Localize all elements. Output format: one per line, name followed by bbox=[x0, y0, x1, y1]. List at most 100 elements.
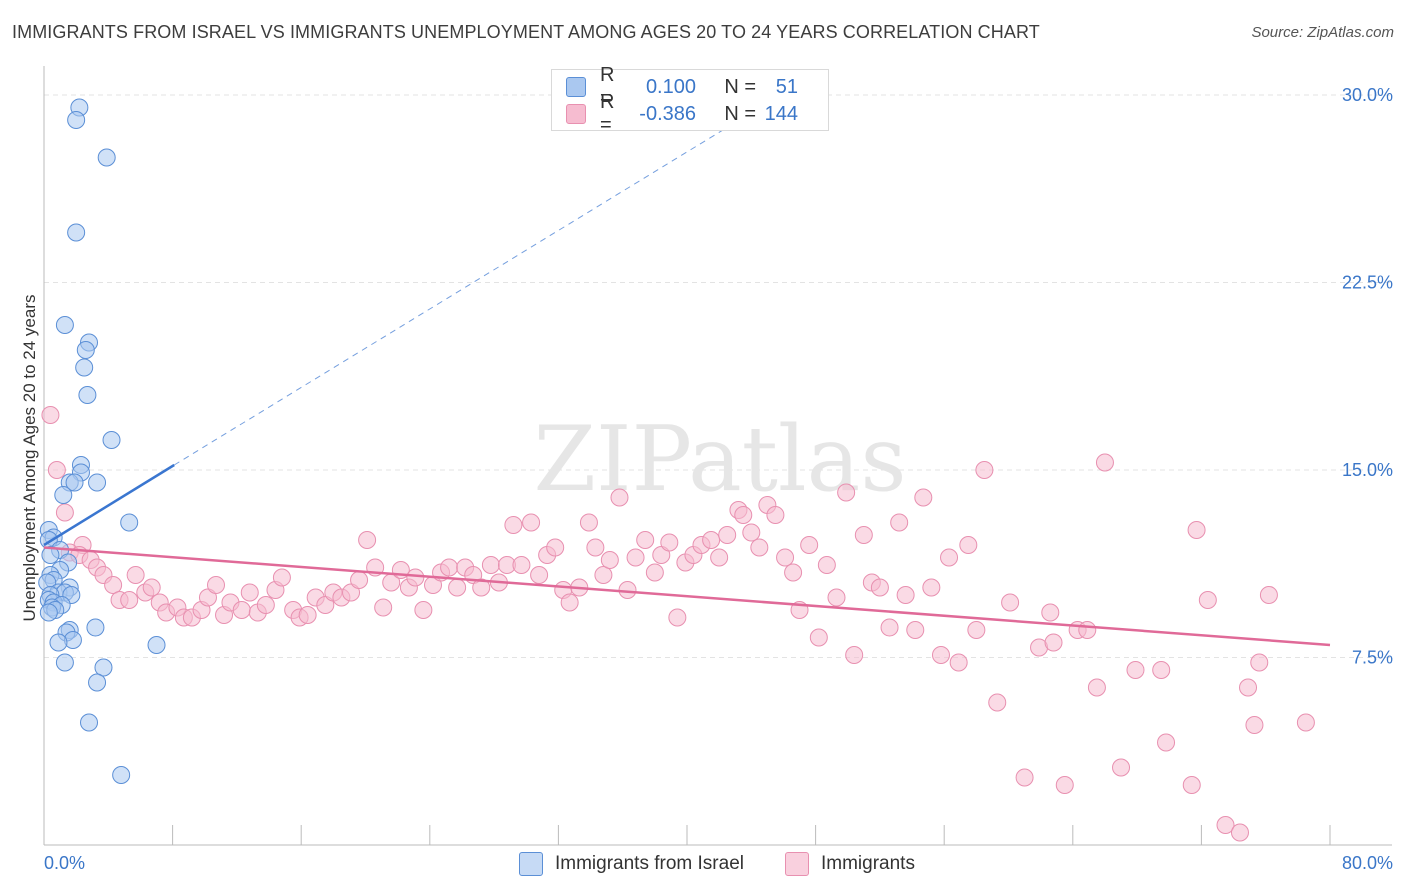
y-axis-label: Unemployment Among Ages 20 to 24 years bbox=[20, 294, 39, 622]
immigrants-point bbox=[827, 588, 846, 607]
n-value: 51 bbox=[775, 75, 798, 98]
immigrants-point bbox=[1087, 678, 1106, 697]
chart-title: IMMIGRANTS FROM ISRAEL VS IMMIGRANTS UNE… bbox=[12, 22, 1040, 42]
israel-point bbox=[49, 633, 68, 652]
immigrants-point bbox=[750, 538, 769, 557]
n-value: 144 bbox=[764, 102, 798, 125]
israel-point bbox=[120, 513, 139, 532]
immigrants-point bbox=[522, 513, 541, 532]
israel-point bbox=[147, 636, 166, 654]
immigrants-point bbox=[800, 536, 819, 554]
immigrants-point bbox=[374, 598, 393, 617]
immigrants-point bbox=[896, 586, 915, 604]
immigrants-point bbox=[1182, 776, 1201, 794]
immigrants-point bbox=[870, 578, 889, 597]
immigrants-point bbox=[914, 488, 933, 507]
immigrants-point bbox=[41, 406, 60, 424]
israel-trend-line bbox=[43, 463, 175, 547]
immigrants-point bbox=[610, 488, 629, 507]
immigrants-point bbox=[1015, 768, 1034, 787]
immigrants-point bbox=[1239, 678, 1258, 697]
immigrants-point bbox=[702, 531, 721, 549]
immigrants-point bbox=[988, 693, 1007, 712]
y-tick-label: 15.0% bbox=[1342, 460, 1393, 480]
immigrants-point bbox=[546, 538, 565, 557]
israel-point bbox=[54, 486, 73, 504]
immigrants-point bbox=[734, 506, 753, 524]
n-label: N = bbox=[724, 75, 756, 98]
immigrants-point bbox=[47, 461, 66, 479]
immigrants-point bbox=[837, 483, 856, 502]
immigrants-point bbox=[660, 533, 679, 552]
immigrants-point bbox=[975, 461, 994, 479]
y-tick-label: 7.5% bbox=[1352, 648, 1393, 668]
immigrants-point bbox=[504, 516, 523, 534]
immigrants-trend-line bbox=[43, 546, 1331, 647]
israel-point bbox=[41, 546, 60, 564]
immigrants-point bbox=[940, 548, 959, 567]
immigrants-point bbox=[931, 646, 950, 664]
immigrants-point bbox=[784, 563, 803, 582]
israel-point bbox=[55, 653, 74, 672]
immigrants-point bbox=[906, 621, 925, 639]
immigrants-point bbox=[1296, 713, 1315, 732]
immigrants-point bbox=[1187, 521, 1206, 539]
immigrants-point bbox=[854, 526, 873, 544]
immigrants-point bbox=[232, 601, 251, 619]
immigrants-point bbox=[240, 583, 259, 602]
immigrants-point bbox=[1055, 776, 1074, 794]
immigrants-point bbox=[1259, 586, 1278, 604]
immigrants-point bbox=[440, 558, 459, 577]
immigrants-swatch bbox=[566, 104, 586, 124]
legend-label: Immigrants bbox=[821, 853, 915, 874]
immigrants-point bbox=[618, 581, 637, 599]
immigrants-point bbox=[55, 503, 74, 522]
immigrants-point bbox=[1095, 453, 1114, 472]
immigrants-point bbox=[1157, 733, 1176, 752]
source-label: Source: ZipAtlas.com bbox=[1251, 24, 1394, 41]
immigrants-point bbox=[600, 551, 619, 569]
israel-swatch bbox=[566, 77, 586, 97]
trend-lines bbox=[43, 122, 1331, 647]
israel-point bbox=[65, 473, 84, 492]
n-label: N = bbox=[724, 102, 756, 125]
immigrants-point bbox=[272, 568, 291, 587]
immigrants-point bbox=[414, 601, 433, 619]
israel-point bbox=[102, 431, 121, 449]
israel-point bbox=[86, 618, 105, 637]
immigrants-point bbox=[1044, 633, 1063, 652]
immigrants-point bbox=[1112, 758, 1131, 777]
immigrants-point bbox=[1245, 716, 1264, 734]
immigrants-point bbox=[472, 578, 491, 597]
immigrants-point bbox=[718, 526, 737, 544]
israel-point bbox=[67, 223, 86, 242]
israel-point bbox=[67, 111, 86, 129]
immigrants-point bbox=[710, 548, 729, 567]
immigrants-point bbox=[586, 538, 605, 557]
legend-row-immigrants: R = -0.386 N = 144 bbox=[566, 91, 798, 136]
stats-legend: R = 0.100 N = 51 R = -0.386 N = 144 bbox=[551, 64, 829, 136]
immigrants-point bbox=[448, 578, 467, 597]
y-tick-label: 30.0% bbox=[1342, 85, 1393, 105]
immigrants-point bbox=[560, 593, 579, 612]
israel-point bbox=[78, 386, 97, 404]
immigrants-point bbox=[645, 563, 664, 582]
immigrants-point bbox=[481, 556, 500, 574]
axes bbox=[43, 66, 1392, 846]
immigrants-point bbox=[845, 646, 864, 664]
immigrants-point bbox=[512, 556, 531, 574]
gridlines bbox=[44, 94, 1392, 658]
immigrants-point bbox=[1216, 816, 1235, 834]
israel-point bbox=[55, 316, 74, 334]
immigrants-point bbox=[298, 606, 317, 624]
immigrants-point bbox=[594, 566, 613, 584]
immigrants-point bbox=[1041, 603, 1060, 622]
immigrants-point bbox=[1230, 823, 1249, 842]
immigrants-point bbox=[626, 548, 645, 567]
immigrants-point bbox=[358, 531, 377, 549]
immigrants-point bbox=[207, 576, 226, 594]
immigrants-point bbox=[120, 591, 139, 609]
x-tick-label: 80.0% bbox=[1342, 853, 1393, 873]
immigrants-point bbox=[949, 653, 968, 672]
